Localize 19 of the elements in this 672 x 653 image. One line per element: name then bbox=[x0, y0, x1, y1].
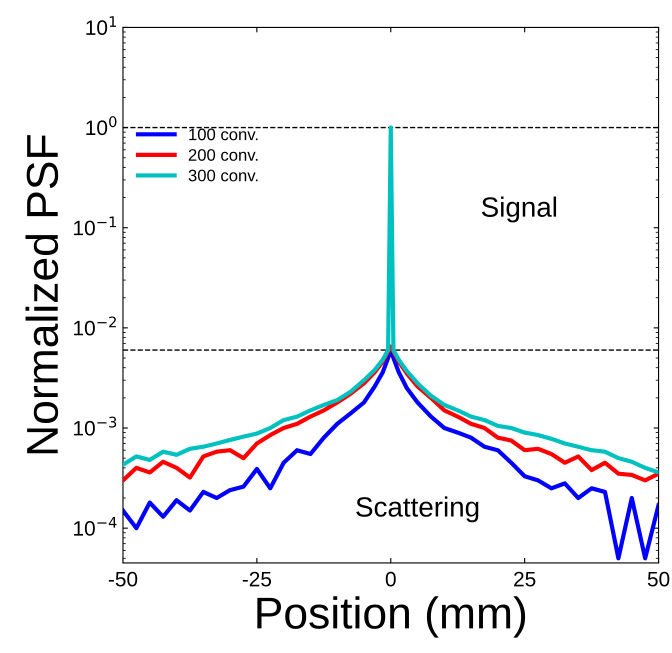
x-tick-label: -25 bbox=[242, 572, 272, 587]
y-axis-title: Normalized PSF bbox=[26, 135, 58, 454]
legend-label: 200 conv. bbox=[188, 149, 258, 161]
legend-label: 100 conv. bbox=[189, 128, 258, 140]
annotation: Signal bbox=[482, 196, 556, 222]
y-tick-label: 10$^{0}$ bbox=[86, 116, 116, 136]
x-axis-title: Position (mm) bbox=[257, 596, 526, 638]
y-tick-label: 10$^{−3}$ bbox=[74, 416, 116, 436]
x-tick-label: 50 bbox=[648, 572, 670, 587]
x-tick-label: -50 bbox=[108, 572, 138, 587]
line-series bbox=[122, 125, 659, 475]
legend-label: 300 conv. bbox=[188, 170, 258, 182]
annotation: Scattering bbox=[356, 496, 478, 522]
x-tick-label: 25 bbox=[514, 572, 536, 587]
y-tick-label: 10$^{−1}$ bbox=[74, 216, 116, 236]
y-tick-label: 10$^{1}$ bbox=[86, 16, 116, 36]
y-tick-label: 10$^{−4}$ bbox=[74, 516, 117, 536]
x-tick-label: 0 bbox=[386, 572, 396, 587]
y-tick-label: 10$^{−2}$ bbox=[74, 316, 116, 336]
